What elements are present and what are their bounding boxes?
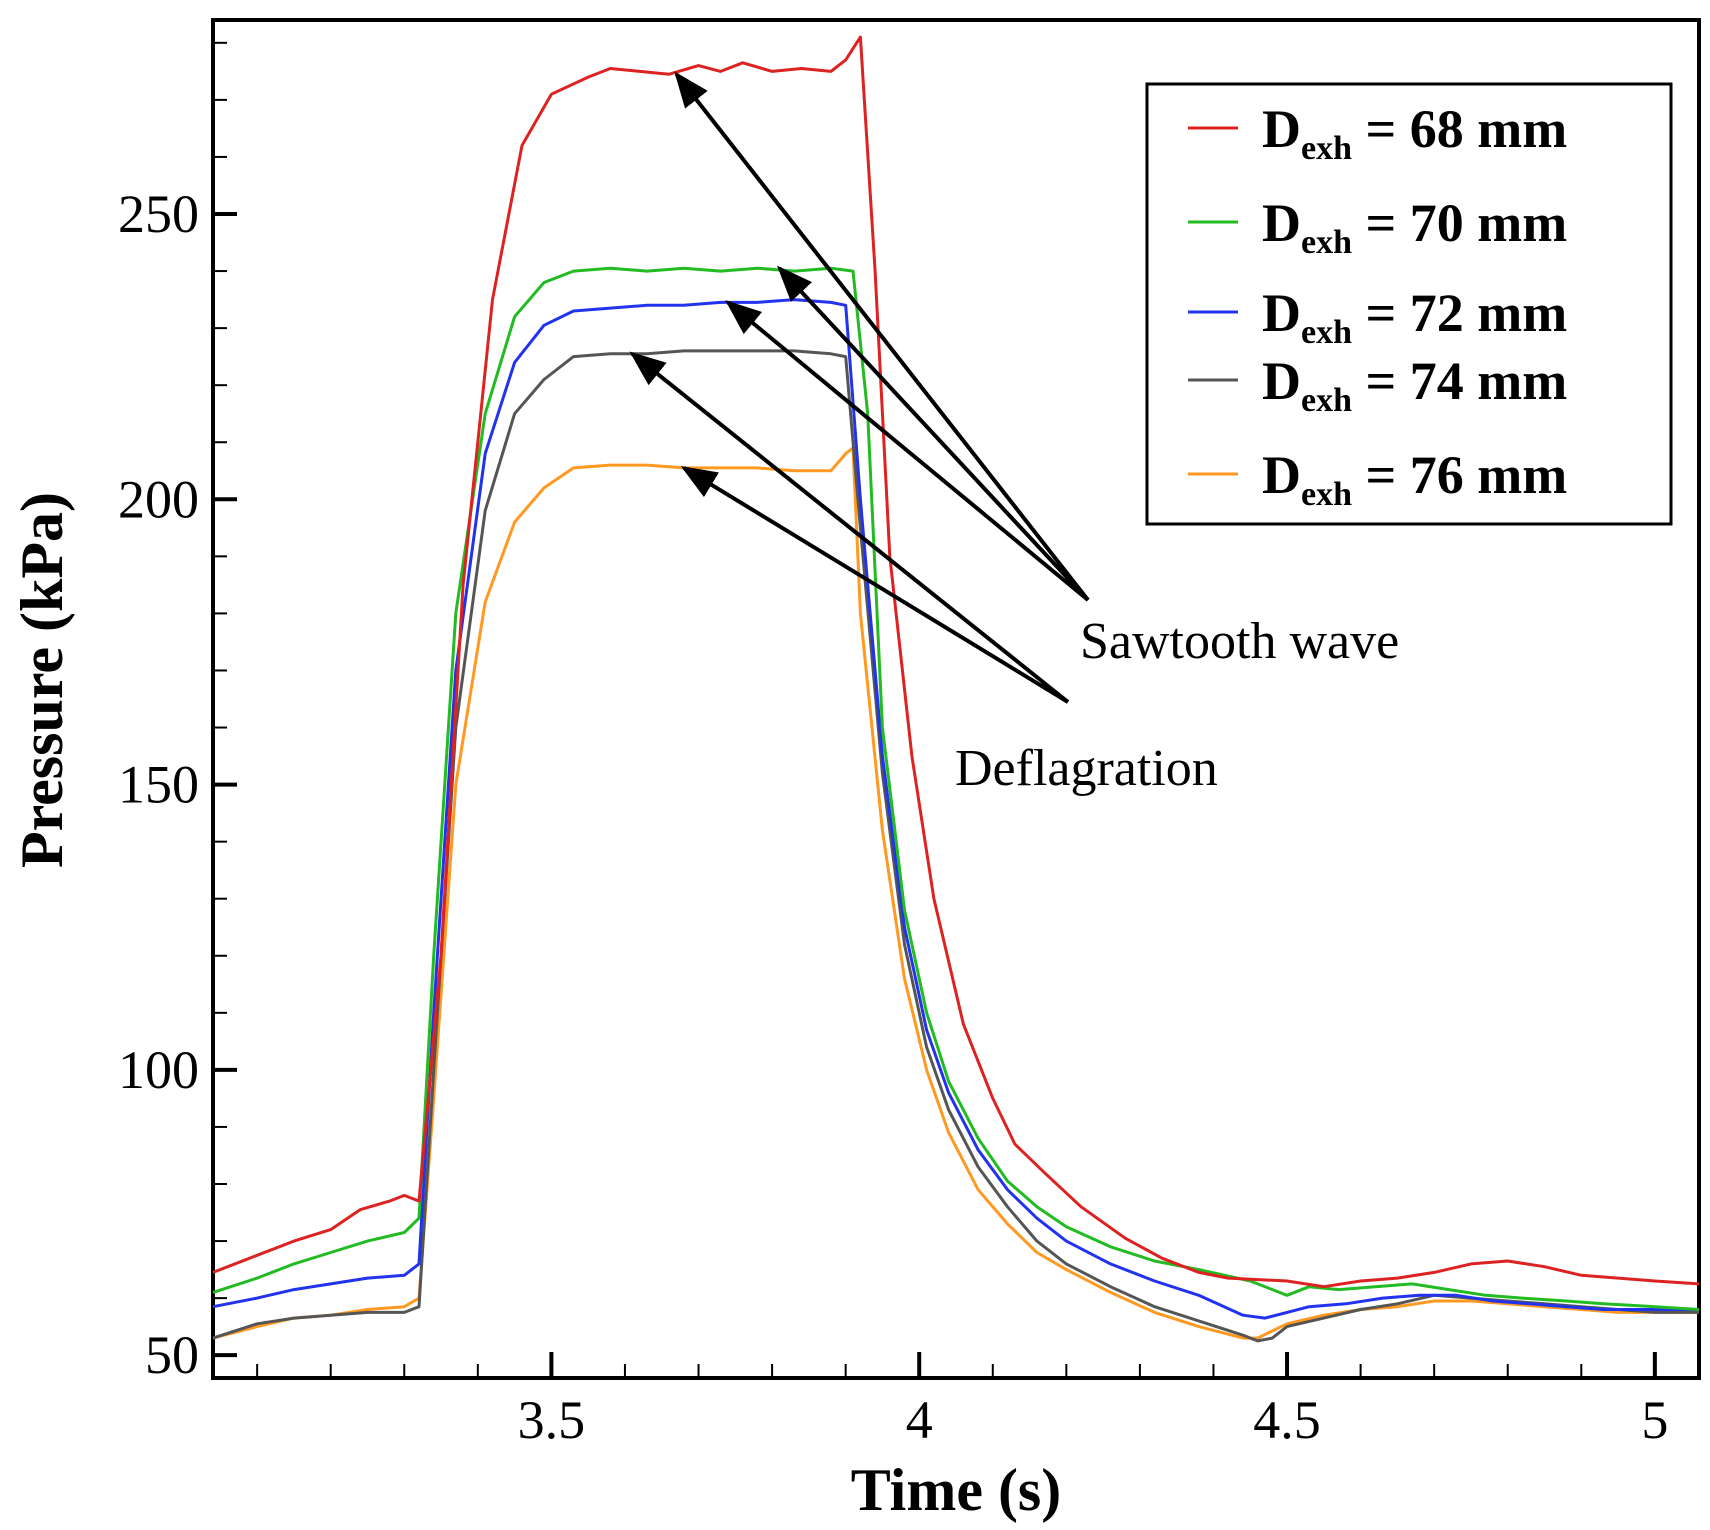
y-tick-label: 50 xyxy=(145,1325,199,1385)
x-tick-label: 4.5 xyxy=(1253,1390,1321,1450)
annotation-arrows xyxy=(629,71,1090,704)
legend-entry-72-mm: Dexh = 72 mm xyxy=(1262,283,1567,351)
legend-entry-74-mm: Dexh = 74 mm xyxy=(1262,351,1567,419)
y-tick-label: 150 xyxy=(118,755,199,815)
annotation-arrow xyxy=(674,71,1090,602)
series-line-76-mm xyxy=(212,446,1699,1340)
y-tick-label: 250 xyxy=(118,184,199,244)
plot-frame xyxy=(211,18,1701,1380)
annotation-arrow xyxy=(776,265,1090,602)
series-line-68-mm xyxy=(212,35,1700,1289)
legend-box xyxy=(1145,82,1673,526)
legend-entry-68-mm: Dexh = 68 mm xyxy=(1262,99,1567,167)
y-axis-ticks: 50 100 150 200 250 xyxy=(118,41,237,1385)
series-line-72-mm xyxy=(212,298,1699,1320)
x-tick-label: 3.5 xyxy=(518,1390,586,1450)
x-axis-ticks: 3.5 4 4.5 5 xyxy=(256,1352,1668,1450)
sawtooth-wave-label: Sawtooth wave xyxy=(1080,613,1399,670)
annotation-arrow xyxy=(629,351,1070,704)
series-line-70-mm xyxy=(212,266,1700,1311)
deflagration-label: Deflagration xyxy=(955,740,1218,797)
x-axis-label: Time (s) xyxy=(851,1457,1062,1523)
y-tick-label: 200 xyxy=(118,469,199,529)
x-tick-label: 4 xyxy=(906,1390,933,1450)
series-lines xyxy=(212,35,1700,1343)
y-axis-label: Pressure (kPa) xyxy=(9,492,75,868)
annotation-arrow xyxy=(680,466,1070,704)
legend-entry-70-mm: Dexh = 70 mm xyxy=(1262,193,1567,261)
annotation-arrow xyxy=(725,300,1090,602)
x-tick-label: 5 xyxy=(1641,1390,1668,1450)
legend-entry-76-mm: Dexh = 76 mm xyxy=(1262,445,1567,513)
y-tick-label: 100 xyxy=(118,1040,199,1100)
